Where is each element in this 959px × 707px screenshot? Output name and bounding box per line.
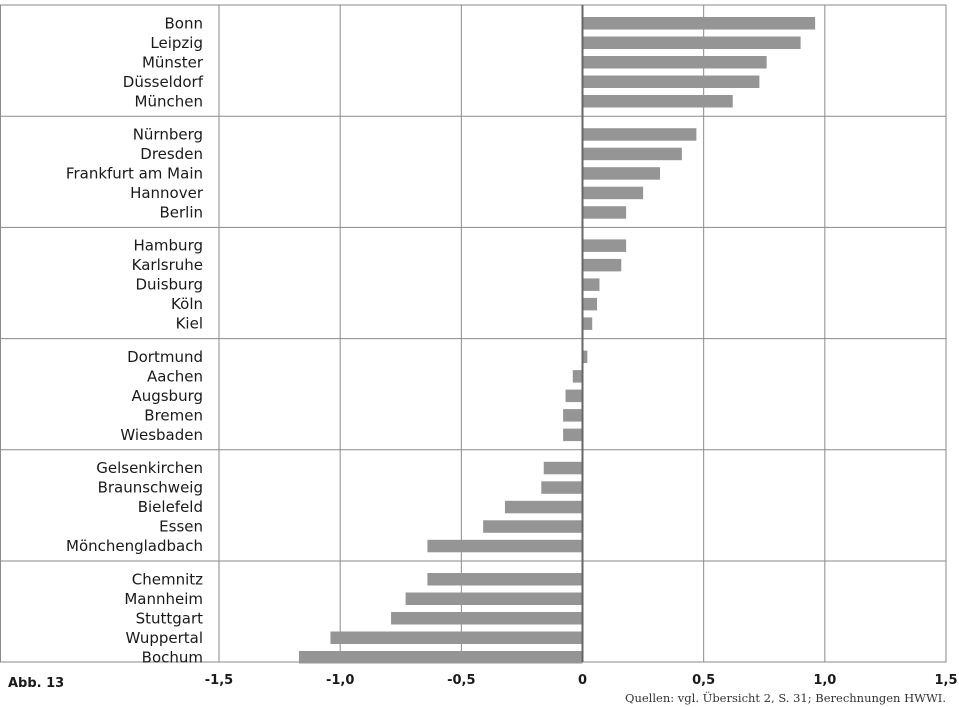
category-label: Mönchengladbach bbox=[66, 537, 203, 555]
category-label: Bremen bbox=[144, 406, 203, 424]
bar bbox=[298, 651, 583, 664]
bar bbox=[582, 147, 682, 161]
category-label: Wuppertal bbox=[126, 629, 203, 647]
x-tick-label: -0,5 bbox=[447, 673, 475, 688]
category-label: Duisburg bbox=[136, 276, 204, 294]
bar-layer bbox=[298, 5, 816, 664]
x-tick-label: -1,5 bbox=[205, 673, 233, 688]
bar bbox=[582, 317, 593, 330]
category-label: Hannover bbox=[130, 184, 204, 202]
x-tick-label: 1,5 bbox=[934, 673, 957, 688]
bar bbox=[582, 258, 622, 272]
bar bbox=[582, 36, 801, 49]
bar bbox=[541, 481, 583, 494]
x-tick-label: -1,0 bbox=[326, 673, 354, 688]
category-label: Braunschweig bbox=[98, 479, 203, 497]
bar bbox=[582, 167, 661, 180]
category-label: Münster bbox=[142, 53, 204, 71]
category-label: Nürnberg bbox=[133, 125, 203, 143]
category-label: Essen bbox=[159, 518, 203, 536]
bar bbox=[582, 17, 816, 30]
bar bbox=[582, 75, 760, 88]
category-label: München bbox=[135, 92, 203, 110]
bar bbox=[582, 297, 598, 311]
bar bbox=[582, 206, 627, 219]
category-label: Stuttgart bbox=[136, 609, 204, 627]
bar bbox=[330, 631, 583, 644]
bar bbox=[582, 239, 627, 252]
category-label: Mannheim bbox=[124, 590, 203, 608]
bar bbox=[582, 186, 644, 200]
category-label: Hamburg bbox=[133, 237, 203, 255]
x-tick-label: 0,5 bbox=[692, 673, 715, 688]
figure-label: Abb. 13 bbox=[8, 676, 64, 691]
bar bbox=[565, 389, 583, 403]
bar bbox=[572, 370, 583, 383]
source-note: Quellen: vgl. Übersicht 2, S. 31; Berech… bbox=[625, 691, 946, 705]
category-label: Frankfurt am Main bbox=[66, 164, 203, 182]
bar bbox=[582, 128, 697, 141]
category-label: Düsseldorf bbox=[123, 73, 204, 91]
x-tick-label: 1,0 bbox=[813, 673, 836, 688]
bar bbox=[582, 278, 600, 291]
bar bbox=[543, 461, 583, 475]
bar bbox=[563, 409, 583, 422]
category-label: Gelsenkirchen bbox=[96, 459, 203, 477]
bar bbox=[582, 95, 733, 108]
category-label: Bielefeld bbox=[138, 498, 203, 516]
category-label: Aachen bbox=[147, 367, 203, 385]
category-label: Leipzig bbox=[150, 34, 203, 52]
bar bbox=[582, 350, 588, 364]
bar bbox=[405, 592, 583, 605]
tick-label-layer: -1,5 -1,0 -0,5 0 0,5 1,0 1,5 bbox=[205, 673, 958, 688]
x-tick-label: 0 bbox=[578, 673, 587, 688]
category-label: Augsburg bbox=[131, 387, 203, 405]
bar bbox=[504, 500, 583, 514]
category-label: Bonn bbox=[165, 14, 203, 32]
bar bbox=[427, 539, 583, 553]
bar bbox=[483, 520, 583, 533]
category-label: Dresden bbox=[140, 145, 203, 163]
bar bbox=[427, 573, 583, 586]
bar bbox=[582, 56, 767, 69]
category-label: Berlin bbox=[159, 203, 203, 221]
category-label: Karlsruhe bbox=[132, 256, 203, 274]
category-label: Bochum bbox=[142, 648, 203, 666]
category-label: Chemnitz bbox=[132, 570, 203, 588]
category-label: Wiesbaden bbox=[120, 426, 203, 444]
category-label: Dortmund bbox=[127, 348, 203, 366]
bar bbox=[563, 428, 583, 442]
category-label: Kiel bbox=[176, 315, 203, 333]
category-label: Köln bbox=[171, 295, 203, 313]
bar bbox=[391, 612, 583, 625]
